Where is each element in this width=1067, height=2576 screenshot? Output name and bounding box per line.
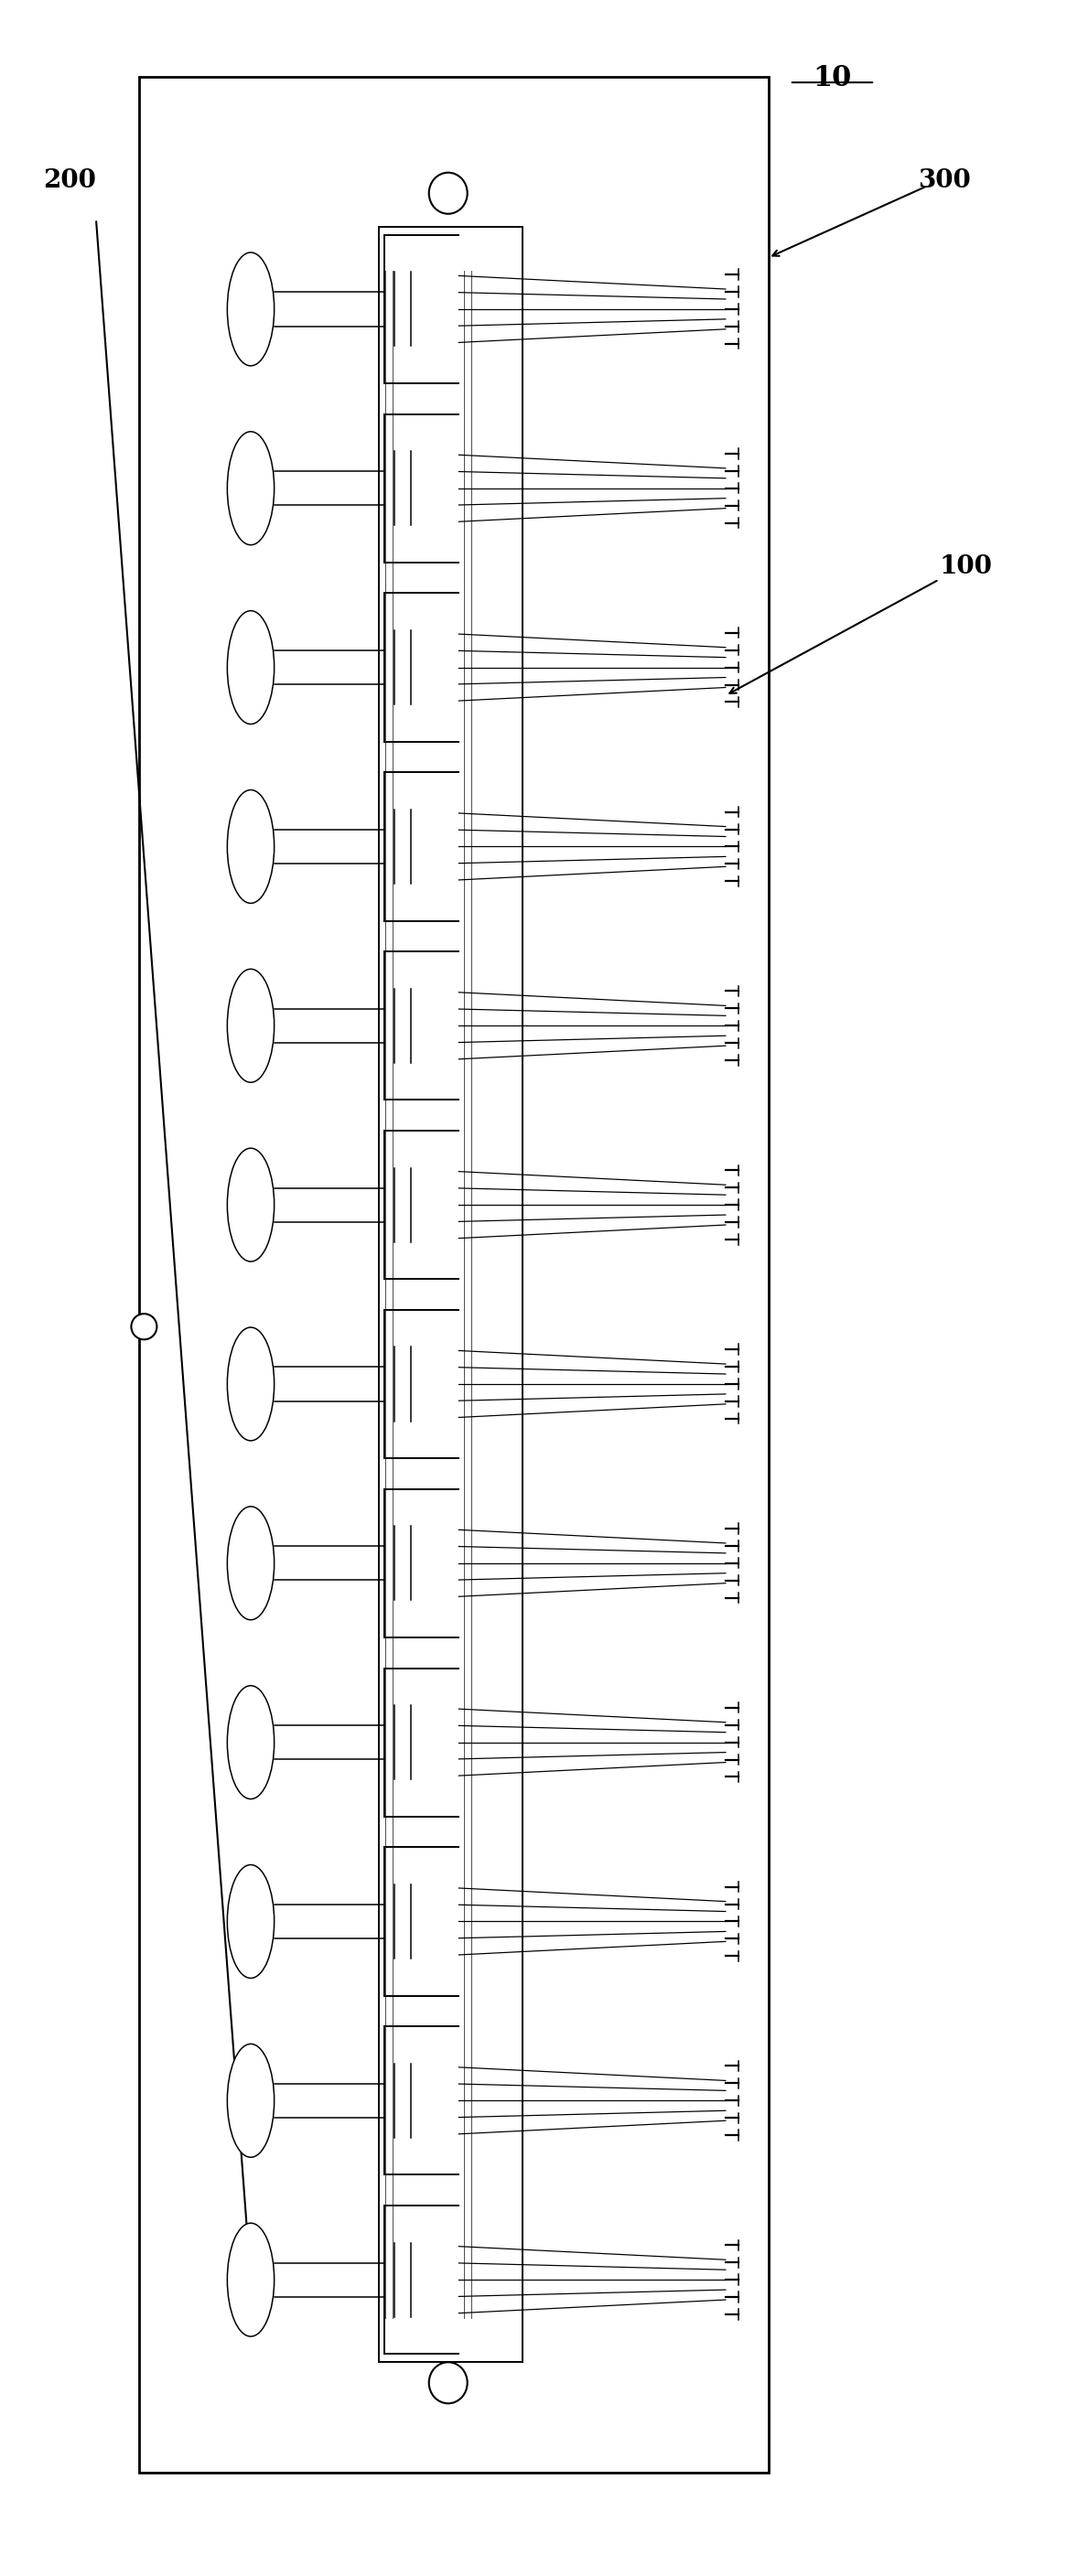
Circle shape [227, 791, 274, 904]
Circle shape [227, 1327, 274, 1440]
Text: 100: 100 [939, 554, 992, 580]
Circle shape [227, 2043, 274, 2156]
Ellipse shape [429, 173, 467, 214]
Circle shape [227, 433, 274, 546]
Circle shape [227, 1507, 274, 1620]
Circle shape [227, 1149, 274, 1262]
Text: 200: 200 [43, 167, 96, 193]
Text: 10: 10 [813, 64, 851, 93]
Ellipse shape [131, 1314, 157, 1340]
Circle shape [227, 611, 274, 724]
Circle shape [227, 969, 274, 1082]
Text: 300: 300 [918, 167, 971, 193]
Bar [139, 77, 768, 2473]
Ellipse shape [429, 2362, 467, 2403]
Circle shape [227, 1685, 274, 1798]
Circle shape [227, 252, 274, 366]
Circle shape [227, 2223, 274, 2336]
Circle shape [227, 1865, 274, 1978]
